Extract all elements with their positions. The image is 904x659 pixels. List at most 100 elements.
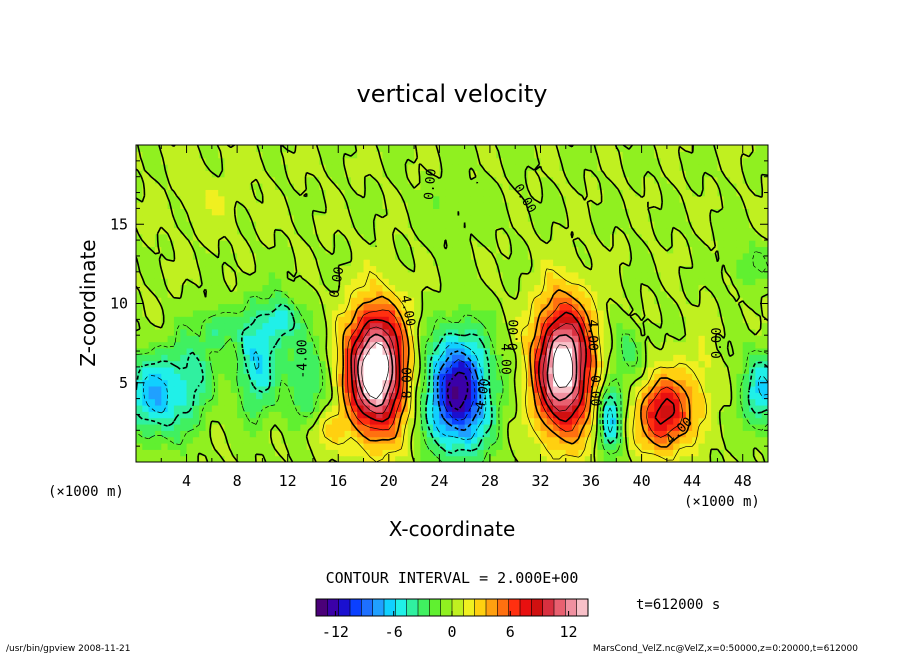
field-cell: [502, 322, 510, 330]
field-cell: [205, 366, 213, 374]
field-cell: [591, 322, 598, 330]
field-cell: [401, 195, 409, 203]
field-cell: [205, 278, 213, 286]
field-cell: [275, 341, 282, 349]
field-cell: [161, 240, 169, 248]
field-cell: [546, 271, 554, 279]
field-cell: [357, 455, 365, 462]
field-cell: [275, 423, 282, 431]
field-cell: [192, 404, 200, 412]
field-cell: [584, 189, 592, 197]
field-cell: [433, 373, 440, 381]
field-cell: [515, 259, 523, 267]
field-cell: [521, 366, 529, 374]
field-cell: [199, 259, 207, 267]
field-cell: [730, 411, 737, 419]
field-cell: [338, 322, 346, 330]
field-cell: [679, 208, 687, 216]
field-cell: [331, 316, 339, 324]
field-cell: [496, 227, 504, 235]
field-cell: [249, 360, 257, 368]
field-cell: [445, 442, 453, 450]
field-cell: [388, 449, 396, 457]
field-cell: [489, 202, 497, 209]
field-cell: [730, 202, 737, 209]
field-cell: [224, 366, 232, 374]
field-cell: [540, 411, 548, 419]
field-cell: [363, 404, 371, 412]
field-cell: [755, 436, 763, 444]
field-cell: [565, 170, 573, 178]
field-cell: [755, 430, 763, 438]
field-cell: [641, 373, 649, 381]
field-cell: [243, 157, 251, 165]
field-cell: [325, 430, 333, 438]
field-cell: [761, 354, 768, 362]
field-cell: [256, 240, 263, 248]
field-cell: [338, 183, 346, 190]
field-cell: [414, 240, 421, 248]
field-cell: [591, 221, 598, 229]
field-cell: [464, 436, 472, 444]
field-cell: [281, 214, 289, 222]
field-cell: [635, 379, 643, 387]
field-cell: [344, 436, 352, 444]
field-cell: [464, 303, 472, 311]
field-cell: [319, 398, 327, 406]
field-cell: [742, 449, 750, 457]
field-cell: [300, 265, 308, 273]
field-cell: [426, 221, 434, 229]
field-cell: [439, 404, 447, 412]
field-cell: [736, 379, 744, 387]
field-cell: [382, 145, 390, 152]
field-cell: [363, 214, 371, 222]
field-cell: [534, 290, 542, 298]
field-cell: [597, 316, 605, 324]
field-cell: [287, 278, 295, 286]
field-cell: [502, 290, 510, 298]
field-cell: [540, 436, 548, 444]
field-cell: [742, 189, 750, 197]
field-cell: [287, 423, 295, 431]
field-cell: [445, 259, 453, 267]
field-cell: [205, 221, 213, 229]
field-cell: [331, 145, 339, 152]
field-cell: [553, 259, 561, 267]
field-cell: [597, 284, 605, 292]
field-cell: [666, 449, 674, 457]
field-cell: [344, 366, 352, 374]
field-cell: [723, 145, 731, 152]
field-cell: [205, 436, 213, 444]
field-cell: [584, 347, 592, 355]
field-cell: [167, 455, 175, 462]
field-cell: [414, 385, 421, 393]
field-cell: [489, 303, 497, 311]
field-cell: [439, 322, 447, 330]
field-cell: [319, 240, 327, 248]
field-cell: [414, 398, 421, 406]
field-cell: [439, 449, 447, 457]
field-cell: [262, 423, 270, 431]
field-cell: [470, 176, 478, 184]
field-cell: [742, 322, 750, 330]
field-cell: [534, 373, 542, 381]
field-cell: [300, 227, 308, 235]
field-cell: [502, 246, 510, 254]
field-cell: [679, 151, 687, 159]
field-cell: [401, 252, 409, 260]
field-cell: [470, 423, 478, 431]
field-cell: [584, 290, 592, 298]
field-cell: [439, 195, 447, 203]
field-cell: [211, 411, 219, 419]
field-cell: [331, 297, 339, 305]
field-cell: [350, 417, 358, 425]
field-cell: [584, 157, 592, 165]
field-cell: [477, 297, 485, 305]
field-cell: [275, 151, 282, 159]
field-cell: [742, 417, 750, 425]
field-cell: [136, 176, 143, 184]
field-cell: [363, 373, 371, 381]
field-cell: [230, 366, 238, 374]
field-cell: [483, 195, 491, 203]
field-cell: [578, 341, 586, 349]
